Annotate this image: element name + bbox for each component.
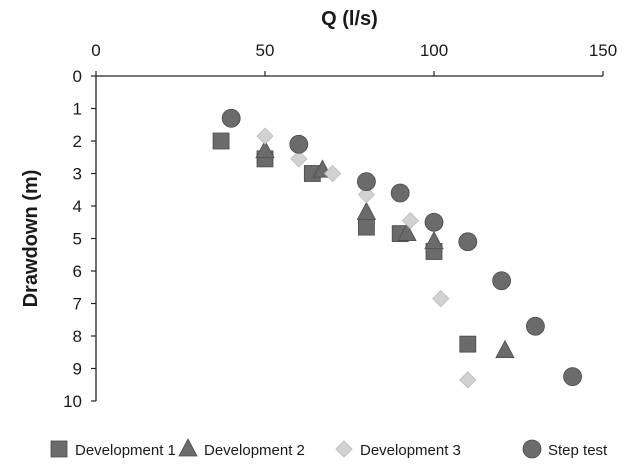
- y-tick-label: 10: [63, 392, 82, 411]
- legend-item-step-test: Step test: [522, 439, 608, 459]
- axes: 0 50 100 150 0 1 2 3 4 5 6 7 8 9 10: [63, 41, 617, 411]
- development-3-point: [324, 164, 342, 183]
- y-tick-label: 3: [73, 165, 82, 184]
- y-tick-label: 1: [73, 100, 82, 119]
- y-tick-label: 9: [73, 360, 82, 379]
- development-3-point: [459, 371, 477, 389]
- development-3-point: [290, 150, 308, 168]
- y-tick-label: 7: [73, 295, 82, 314]
- x-tick-label: 50: [256, 41, 275, 60]
- x-axis-title: Q (l/s): [321, 8, 378, 30]
- x-tick-label: 0: [91, 41, 100, 60]
- development-3-point: [256, 127, 274, 145]
- x-tick-label: 150: [589, 41, 617, 60]
- step-test-point: [492, 271, 512, 291]
- legend-item-development-2: Development 2: [178, 438, 305, 459]
- step-test-point: [390, 183, 410, 203]
- development-3-point: [432, 290, 450, 308]
- y-tick-label: 5: [73, 230, 82, 249]
- legend-marker-step-test: [522, 439, 542, 459]
- development-1-point: [357, 218, 375, 236]
- step-test-point: [563, 367, 582, 387]
- legend-item-development-3: Development 3: [335, 440, 461, 459]
- development-2-point: [397, 222, 417, 242]
- development-2-point: [356, 201, 377, 220]
- y-tick-label: 0: [73, 67, 82, 86]
- y-tick-label: 4: [73, 197, 82, 216]
- step-test-point: [289, 134, 309, 154]
- y-tick-label: 8: [73, 327, 82, 346]
- development-1-point: [212, 132, 230, 150]
- legend-marker-development-1: [50, 440, 68, 458]
- y-axis-title: Drawdown (m): [20, 170, 42, 308]
- legend-label-step-test: Step test: [548, 442, 608, 459]
- step-test-point: [424, 212, 444, 232]
- step-test-point: [526, 316, 545, 336]
- development-2-point: [495, 339, 515, 359]
- x-tick-label: 100: [420, 41, 448, 60]
- step-test-point: [458, 232, 478, 252]
- legend-label-development-3: Development 3: [360, 442, 461, 459]
- step-test-point: [356, 172, 376, 192]
- step-test-point: [221, 108, 241, 128]
- y-tick-label: 6: [73, 262, 82, 281]
- development-3-point: [357, 186, 375, 204]
- legend-item-development-1: Development 1: [50, 440, 176, 459]
- data-points: [212, 108, 582, 389]
- legend-label-development-2: Development 2: [204, 442, 305, 459]
- development-2-point: [424, 230, 444, 250]
- development-1-point: [459, 335, 477, 353]
- legend-marker-development-2: [178, 438, 198, 457]
- y-tick-label: 2: [73, 132, 82, 151]
- legend-marker-development-3: [335, 440, 353, 458]
- legend: Development 1 Development 2 Development 3 S…: [50, 438, 608, 459]
- development-2-point: [255, 139, 275, 159]
- legend-label-development-1: Development 1: [75, 442, 176, 459]
- development-3-point: [401, 212, 419, 230]
